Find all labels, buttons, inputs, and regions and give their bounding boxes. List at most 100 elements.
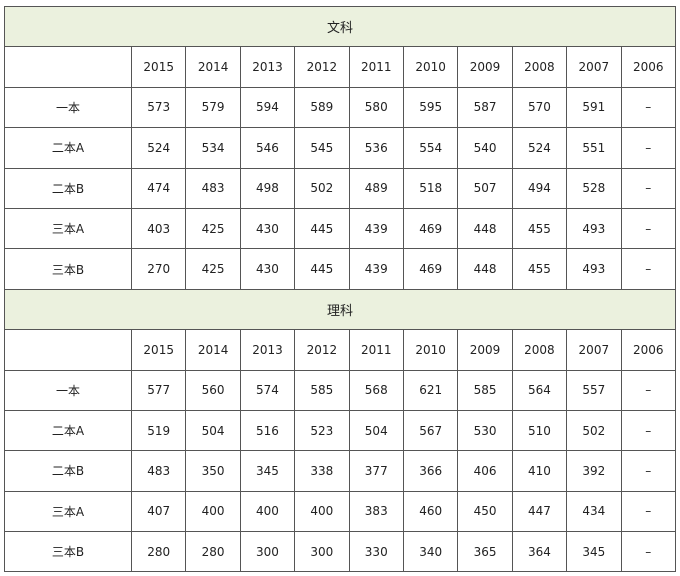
score-cell: 383 xyxy=(348,490,404,533)
score-cell: 493 xyxy=(566,248,622,290)
score-cell: – xyxy=(620,409,677,452)
score-cell: 330 xyxy=(348,531,404,573)
score-cell: 366 xyxy=(402,450,459,492)
year-header: 2014 xyxy=(185,329,241,371)
score-cell: 377 xyxy=(348,450,404,492)
section-title: 理科 xyxy=(4,288,676,331)
score-cell: 407 xyxy=(130,490,187,533)
row-label: 二本B xyxy=(4,450,132,492)
score-cell: 591 xyxy=(566,86,622,129)
score-cell: 504 xyxy=(348,409,404,452)
score-cell: 280 xyxy=(130,531,187,573)
score-cell: 448 xyxy=(457,207,513,250)
score-cell: 502 xyxy=(294,167,350,209)
score-cell: – xyxy=(620,86,677,129)
section-title: 文科 xyxy=(4,5,676,48)
score-cell: 469 xyxy=(402,207,459,250)
corner-cell xyxy=(4,46,132,88)
row-label: 二本A xyxy=(4,409,132,452)
score-cell: 567 xyxy=(402,409,459,452)
score-cell: 340 xyxy=(402,531,459,573)
row-label: 三本B xyxy=(4,531,132,573)
score-cell: 557 xyxy=(566,369,622,411)
score-cell: 580 xyxy=(348,86,404,129)
score-cell: 621 xyxy=(402,369,459,411)
score-cell: 280 xyxy=(185,531,241,573)
year-header: 2011 xyxy=(348,46,404,88)
score-cell: 403 xyxy=(130,207,187,250)
score-cell: 540 xyxy=(457,127,513,169)
year-header: 2010 xyxy=(402,329,459,371)
score-cell: 434 xyxy=(566,490,622,533)
score-cell: 455 xyxy=(511,207,568,250)
score-cell: 585 xyxy=(457,369,513,411)
score-cell: 502 xyxy=(566,409,622,452)
year-header: 2009 xyxy=(457,46,513,88)
score-cell: 425 xyxy=(185,207,241,250)
score-cell: 350 xyxy=(185,450,241,492)
score-cell: – xyxy=(620,207,677,250)
score-cell: – xyxy=(620,248,677,290)
row-label: 一本 xyxy=(4,369,132,411)
year-header: 2012 xyxy=(294,329,350,371)
score-cell: 364 xyxy=(511,531,568,573)
section-title-row: 文科 xyxy=(4,5,676,48)
score-cell: 585 xyxy=(294,369,350,411)
score-cell: 574 xyxy=(239,369,296,411)
score-cell: 504 xyxy=(185,409,241,452)
score-cell: 410 xyxy=(511,450,568,492)
score-cell: – xyxy=(620,167,677,209)
score-cell: 439 xyxy=(348,248,404,290)
score-cell: 494 xyxy=(511,167,568,209)
section-title-row: 理科 xyxy=(4,288,676,331)
score-cell: 300 xyxy=(294,531,350,573)
score-cell: 568 xyxy=(348,369,404,411)
score-cell: 338 xyxy=(294,450,350,492)
score-cell: 573 xyxy=(130,86,187,129)
data-row: 三本B 280 280 300 300 330 340 365 364 345– xyxy=(4,531,677,573)
row-label: 三本A xyxy=(4,490,132,533)
year-header: 2014 xyxy=(185,46,241,88)
score-cell: 300 xyxy=(239,531,296,573)
year-header: 2006 xyxy=(620,46,677,88)
score-cell: 579 xyxy=(185,86,241,129)
year-header: 2015 xyxy=(130,46,187,88)
year-header: 2007 xyxy=(566,46,622,88)
score-cell: 483 xyxy=(130,450,187,492)
year-header: 2008 xyxy=(511,329,568,371)
score-cell: 519 xyxy=(130,409,187,452)
score-cell: – xyxy=(620,127,677,169)
score-cell: 345 xyxy=(239,450,296,492)
score-cell: – xyxy=(620,531,677,573)
score-cell: – xyxy=(620,450,677,492)
score-cell: 445 xyxy=(294,248,350,290)
score-cell: 400 xyxy=(239,490,296,533)
score-cell: 447 xyxy=(511,490,568,533)
year-header: 2013 xyxy=(239,46,296,88)
score-cell: 564 xyxy=(511,369,568,411)
row-label: 三本A xyxy=(4,207,132,250)
score-cell: 400 xyxy=(294,490,350,533)
score-cell: 489 xyxy=(348,167,404,209)
year-header: 2010 xyxy=(402,46,459,88)
score-cell: 546 xyxy=(239,127,296,169)
score-cell: 587 xyxy=(457,86,513,129)
score-cell: 498 xyxy=(239,167,296,209)
score-cell: 448 xyxy=(457,248,513,290)
data-row: 二本B 483 350 345 338 377 366 406 410 392– xyxy=(4,450,677,492)
score-cell: 392 xyxy=(566,450,622,492)
year-header: 2007 xyxy=(566,329,622,371)
score-cell: 528 xyxy=(566,167,622,209)
score-table: 文科 2015 2014 2013 2012 2011 2010 2009 2008 2007 20… xyxy=(4,5,677,573)
data-row: 二本A 524 534 546 545 536 554 540 524 551– xyxy=(4,127,677,169)
row-label: 三本B xyxy=(4,248,132,290)
score-cell: 524 xyxy=(511,127,568,169)
data-row: 一本 573 579 594 589 580 595 587 570 591– xyxy=(4,86,677,129)
score-cell: 460 xyxy=(402,490,459,533)
row-label: 二本B xyxy=(4,167,132,209)
score-cell: 523 xyxy=(294,409,350,452)
data-row: 一本 577 560 574 585 568 621 585 564 557– xyxy=(4,369,677,411)
score-cell: 545 xyxy=(294,127,350,169)
score-cell: 430 xyxy=(239,207,296,250)
